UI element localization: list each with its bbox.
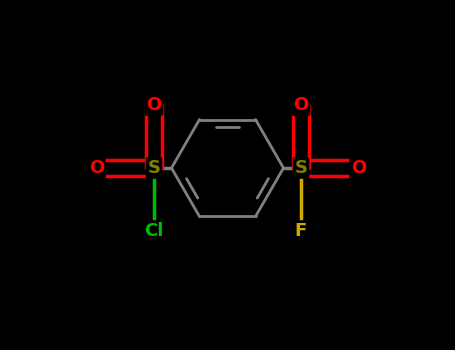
Text: O: O (351, 159, 366, 177)
Text: O: O (89, 159, 104, 177)
Text: S: S (147, 159, 161, 177)
Text: S: S (294, 159, 308, 177)
Text: F: F (295, 222, 307, 240)
Text: O: O (293, 96, 308, 114)
Text: Cl: Cl (144, 222, 164, 240)
Text: O: O (147, 96, 162, 114)
